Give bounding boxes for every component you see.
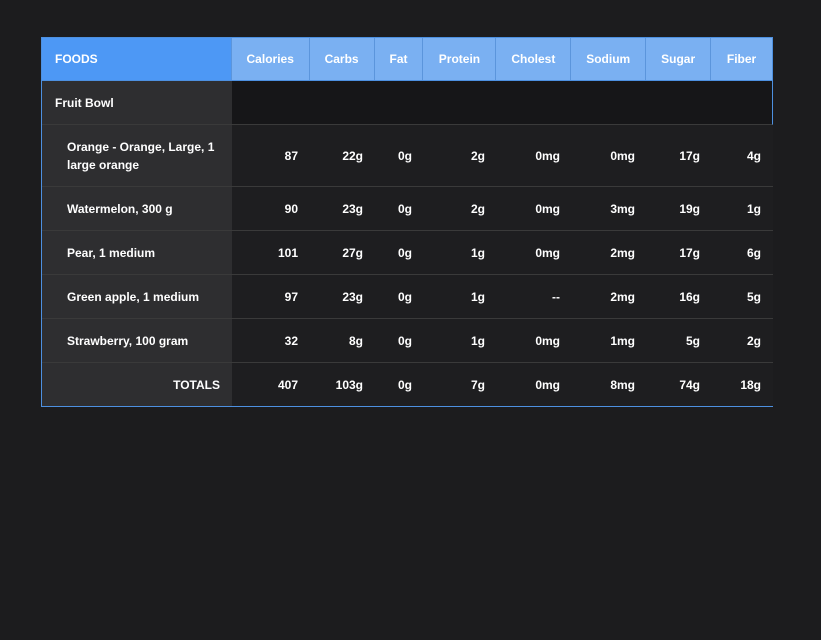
total-cholest: 0mg bbox=[535, 377, 560, 392]
total-sodium: 8mg bbox=[610, 377, 635, 392]
sugar-value: 16g bbox=[679, 289, 700, 304]
carbs-value: 23g bbox=[342, 289, 363, 304]
food-name: Strawberry, 100 gram bbox=[42, 319, 232, 362]
table-row[interactable]: Pear, 1 medium 101 27g 0g 1g 0mg 2mg 17g… bbox=[42, 231, 773, 275]
sodium-value: 3mg bbox=[610, 201, 635, 216]
cholest-value: 0mg bbox=[535, 245, 560, 260]
foods-column-header[interactable]: FOODS bbox=[42, 38, 232, 80]
sugar-value: 17g bbox=[679, 148, 700, 163]
sugar-value: 19g bbox=[679, 201, 700, 216]
total-fiber: 18g bbox=[740, 377, 761, 392]
calories-value: 87 bbox=[284, 148, 298, 163]
table-row[interactable]: Strawberry, 100 gram 32 8g 0g 1g 0mg 1mg… bbox=[42, 319, 773, 363]
fiber-column-header[interactable]: Fiber bbox=[726, 52, 757, 66]
carbs-value: 23g bbox=[342, 201, 363, 216]
protein-value: 1g bbox=[470, 245, 485, 260]
sodium-value: 1mg bbox=[610, 333, 635, 348]
fat-value: 0g bbox=[397, 148, 412, 163]
fiber-value: 4g bbox=[746, 148, 761, 163]
sugar-column-header[interactable]: Sugar bbox=[646, 38, 712, 80]
carbs-value: 22g bbox=[342, 148, 363, 163]
protein-value: 2g bbox=[470, 201, 485, 216]
total-fat: 0g bbox=[397, 377, 412, 392]
cholest-column-header[interactable]: Cholest bbox=[496, 38, 572, 80]
calories-column-header[interactable]: Calories bbox=[232, 38, 310, 80]
fiber-value: 2g bbox=[746, 333, 761, 348]
protein-value: 1g bbox=[470, 333, 485, 348]
carbs-value: 27g bbox=[342, 245, 363, 260]
totals-label: TOTALS bbox=[42, 363, 232, 406]
calories-value: 101 bbox=[277, 245, 298, 260]
cholest-value: 0mg bbox=[535, 148, 560, 163]
food-name: Orange - Orange, Large, 1 large orange bbox=[42, 125, 232, 186]
nutrition-table: FOODS Calories Carbs Fat Protein Cholest… bbox=[41, 37, 773, 407]
carbs-value: 8g bbox=[348, 333, 363, 348]
fat-value: 0g bbox=[397, 201, 412, 216]
group-name: Fruit Bowl bbox=[42, 81, 232, 124]
cholest-value: 0mg bbox=[535, 333, 560, 348]
sodium-value: 0mg bbox=[610, 148, 635, 163]
fiber-value: 1g bbox=[746, 201, 761, 216]
table-row[interactable]: Watermelon, 300 g 90 23g 0g 2g 0mg 3mg 1… bbox=[42, 187, 773, 231]
total-sugar: 74g bbox=[679, 377, 700, 392]
sugar-value: 5g bbox=[685, 333, 700, 348]
total-carbs: 103g bbox=[335, 377, 363, 392]
sodium-value: 2mg bbox=[610, 245, 635, 260]
group-row-fill bbox=[232, 81, 772, 124]
table-row[interactable]: Orange - Orange, Large, 1 large orange 8… bbox=[42, 125, 773, 187]
protein-value: 2g bbox=[470, 148, 485, 163]
protein-value: 1g bbox=[470, 289, 485, 304]
table-header: FOODS Calories Carbs Fat Protein Cholest… bbox=[42, 37, 773, 81]
totals-row: TOTALS 407 103g 0g 7g 0mg 8mg 74g 18g bbox=[42, 363, 773, 406]
calories-value: 32 bbox=[284, 333, 298, 348]
food-name: Green apple, 1 medium bbox=[42, 275, 232, 318]
sugar-value: 17g bbox=[679, 245, 700, 260]
table-row[interactable]: Green apple, 1 medium 97 23g 0g 1g -- 2m… bbox=[42, 275, 773, 319]
calories-value: 97 bbox=[284, 289, 298, 304]
fat-value: 0g bbox=[397, 245, 412, 260]
fiber-value: 5g bbox=[746, 289, 761, 304]
cholest-value: 0mg bbox=[535, 201, 560, 216]
food-name: Pear, 1 medium bbox=[42, 231, 232, 274]
protein-column-header[interactable]: Protein bbox=[423, 38, 497, 80]
food-name: Watermelon, 300 g bbox=[42, 187, 232, 230]
cholest-value: -- bbox=[552, 289, 560, 304]
fiber-value: 6g bbox=[746, 245, 761, 260]
group-row-fruit-bowl[interactable]: Fruit Bowl bbox=[42, 81, 773, 125]
fat-value: 0g bbox=[397, 289, 412, 304]
total-protein: 7g bbox=[470, 377, 485, 392]
calories-value: 90 bbox=[284, 201, 298, 216]
fat-value: 0g bbox=[397, 333, 412, 348]
carbs-column-header[interactable]: Carbs bbox=[310, 38, 375, 80]
sodium-column-header[interactable]: Sodium bbox=[571, 38, 647, 80]
sodium-value: 2mg bbox=[610, 289, 635, 304]
fat-column-header[interactable]: Fat bbox=[375, 38, 424, 80]
total-calories: 407 bbox=[277, 377, 298, 392]
